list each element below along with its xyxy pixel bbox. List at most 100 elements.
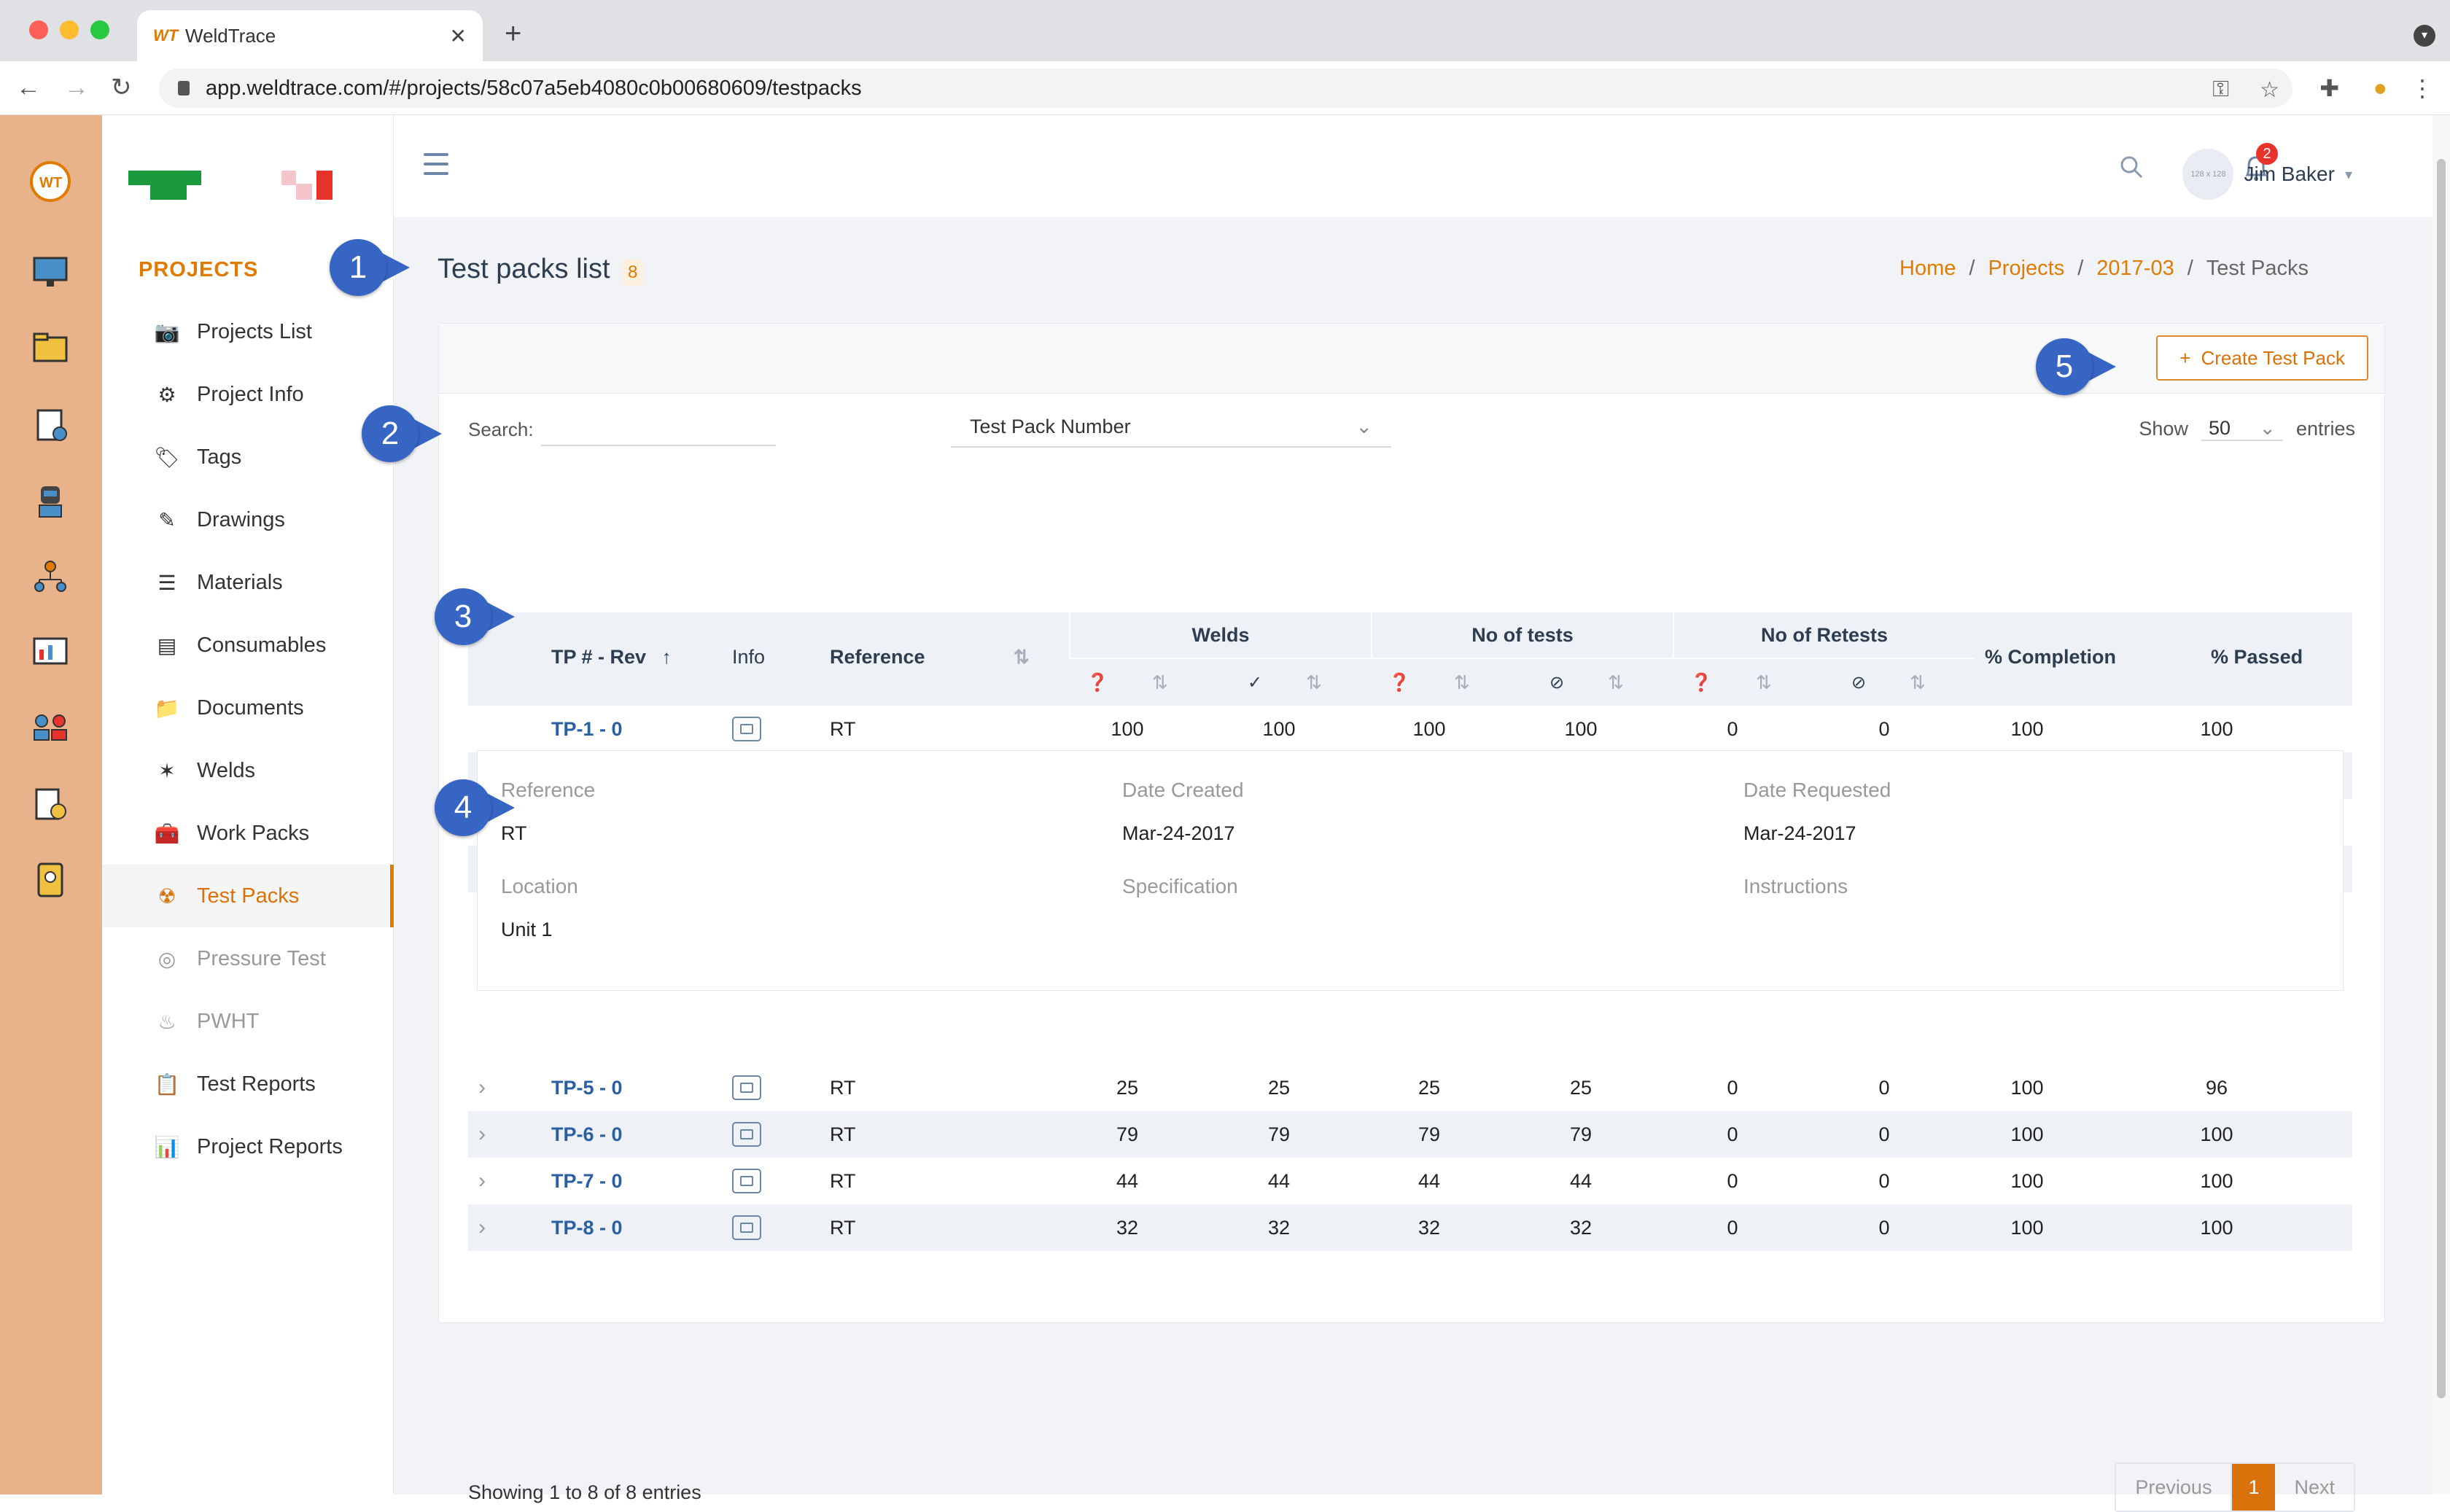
test-pack-link[interactable]: TP-6 - 0: [551, 1123, 623, 1145]
reference-cell: RT: [830, 1123, 856, 1145]
star-icon[interactable]: ☆: [2260, 78, 2279, 102]
table-row[interactable]: › TP-5 - 0 RT 25 25 25 25 0 0 100 96: [468, 1064, 2352, 1111]
breadcrumb-project[interactable]: 2017-03: [2096, 257, 2174, 280]
browser-toolbar: ← → ↻ app.weldtrace.com/#/projects/58c07…: [0, 61, 2450, 115]
sidebar-item-pwht[interactable]: ♨ PWHT: [102, 990, 394, 1053]
clipboard-settings-icon[interactable]: [28, 404, 73, 446]
welder-icon[interactable]: [28, 480, 73, 522]
chevron-right-icon[interactable]: ›: [478, 1075, 486, 1099]
chevron-right-icon[interactable]: ›: [478, 1215, 486, 1239]
forward-icon[interactable]: →: [64, 74, 89, 101]
next-page-button[interactable]: Next: [2294, 1476, 2335, 1498]
info-print-button[interactable]: [732, 1158, 761, 1204]
comp-cell: 100: [2010, 1123, 2044, 1145]
reload-icon[interactable]: ↻: [111, 74, 132, 101]
create-test-pack-button[interactable]: + Create Test Pack: [2156, 335, 2368, 381]
retests-check-circle-icon[interactable]: ⊘ ⇅: [1851, 671, 1926, 693]
search-icon[interactable]: [2119, 155, 2144, 179]
heater-icon: ♨: [158, 1010, 176, 1033]
table-row[interactable]: › TP-7 - 0 RT 44 44 44 44 0 0 100 100: [468, 1158, 2352, 1204]
info-print-button[interactable]: [732, 1204, 761, 1251]
sidebar-item-pressure-test[interactable]: ◎ Pressure Test: [102, 927, 394, 990]
welds-check-icon[interactable]: ✓ ⇅: [1248, 671, 1322, 693]
table-row[interactable]: › TP-8 - 0 RT 32 32 32 32 0 0 100 100: [468, 1204, 2352, 1251]
tests-check-circle-icon[interactable]: ⊘ ⇅: [1549, 671, 1624, 693]
maximize-window-button[interactable]: [90, 20, 109, 39]
tests-question-icon[interactable]: ❓ ⇅: [1388, 671, 1470, 693]
close-window-button[interactable]: [29, 20, 48, 39]
weldtrace-logo-icon[interactable]: WT: [28, 160, 73, 203]
back-icon[interactable]: ←: [16, 74, 41, 101]
dashboard-board-icon[interactable]: [28, 631, 73, 674]
extensions-icon[interactable]: ✚: [2319, 75, 2339, 101]
browser-menu-icon[interactable]: ⋮: [2411, 75, 2434, 101]
new-tab-icon[interactable]: +: [505, 17, 522, 50]
sidebar-item-projects-list[interactable]: 📷 Projects List: [102, 300, 394, 363]
chevron-right-icon[interactable]: ›: [478, 1122, 486, 1146]
spool-icon: ▤: [157, 634, 177, 657]
sidebar-item-test-packs[interactable]: ☢ Test Packs: [102, 865, 394, 927]
breadcrumb-projects[interactable]: Projects: [1988, 257, 2065, 280]
reference-cell: RT: [830, 1076, 856, 1099]
minimize-window-button[interactable]: [60, 20, 79, 39]
table-row[interactable]: › TP-6 - 0 RT 79 79 79 79 0 0 100 100: [468, 1111, 2352, 1158]
sidebar-item-welds[interactable]: ✶ Welds: [102, 739, 394, 802]
page-scrollbar[interactable]: [2432, 115, 2450, 1495]
tab-close-icon[interactable]: ✕: [449, 24, 467, 47]
sidebar-item-project-reports[interactable]: 📊 Project Reports: [102, 1115, 394, 1178]
clipboard-icon: 📋: [154, 1072, 180, 1096]
notifications-bell-icon[interactable]: 2: [2241, 143, 2278, 182]
sidebar-item-test-reports[interactable]: 📋 Test Reports: [102, 1053, 394, 1115]
monitor-icon[interactable]: [28, 251, 73, 293]
camera-folder-icon: 📷: [154, 320, 180, 343]
projects-folder-icon[interactable]: [28, 327, 73, 369]
org-chart-icon[interactable]: [28, 556, 73, 598]
col-header-tp[interactable]: TP # - Rev ↑: [551, 646, 672, 669]
col-header-completion: % Completion: [1985, 646, 2116, 668]
sidebar-item-documents[interactable]: 📁 Documents: [102, 677, 394, 739]
chevron-right-icon[interactable]: ›: [478, 1169, 486, 1193]
create-test-pack-label: Create Test Pack: [2201, 346, 2345, 369]
page-1-button[interactable]: 1: [2232, 1464, 2276, 1511]
scrollbar-thumb[interactable]: [2437, 159, 2446, 1398]
sidebar-item-label: Tags: [197, 445, 242, 469]
info-print-button[interactable]: [732, 1064, 761, 1111]
test-pack-link[interactable]: TP-5 - 0: [551, 1076, 623, 1099]
sidebar-item-project-info[interactable]: ⚙ Project Info: [102, 363, 394, 426]
profile-icon[interactable]: ●: [2373, 74, 2387, 101]
t2-cell: 100: [1564, 717, 1598, 740]
sidebar-item-work-packs[interactable]: 🧰 Work Packs: [102, 802, 394, 865]
welds-question-icon[interactable]: ❓ ⇅: [1086, 671, 1168, 693]
previous-page-button[interactable]: Previous: [2116, 1464, 2233, 1511]
test-pack-link[interactable]: TP-8 - 0: [551, 1216, 623, 1239]
sidebar-item-materials[interactable]: ☰ Materials: [102, 551, 394, 614]
tab-search-icon[interactable]: ▾: [2414, 25, 2435, 47]
hamburger-menu-icon[interactable]: [424, 153, 448, 175]
table-row[interactable]: TP-1 - 0 RT 100 100 100 100 0 0 100 100: [468, 706, 2352, 752]
sidebar-item-drawings[interactable]: ✎ Drawings: [102, 488, 394, 551]
schedule-clipboard-icon[interactable]: [28, 783, 73, 825]
browser-tab[interactable]: WT WeldTrace ✕: [137, 10, 483, 61]
t2-cell: 44: [1569, 1169, 1592, 1192]
address-bar[interactable]: app.weldtrace.com/#/projects/58c07a5eb40…: [159, 69, 2292, 108]
test-pack-link[interactable]: TP-7 - 0: [551, 1169, 623, 1192]
team-icon[interactable]: [28, 706, 73, 748]
search-input[interactable]: [541, 410, 776, 446]
breadcrumb-home[interactable]: Home: [1899, 257, 1956, 280]
info-print-button[interactable]: [732, 706, 761, 752]
r2-cell: 0: [1878, 717, 1890, 740]
id-badge-icon[interactable]: [28, 859, 73, 901]
search-field-select[interactable]: Test Pack Number ⌄: [951, 405, 1391, 448]
report-icon: 📊: [154, 1135, 180, 1158]
col-header-tp-label: TP # - Rev: [551, 646, 647, 668]
test-pack-link[interactable]: TP-1 - 0: [551, 717, 623, 740]
col-header-reference[interactable]: Reference ⇅: [830, 646, 1030, 669]
callout-2-number: 2: [362, 405, 419, 462]
key-icon[interactable]: ⚿: [2212, 77, 2230, 101]
sidebar-item-consumables[interactable]: ▤ Consumables: [102, 614, 394, 677]
page-size-select[interactable]: 50 ⌄: [2201, 417, 2283, 441]
user-menu[interactable]: 128 x 128 Jim Baker ▾: [2182, 149, 2352, 200]
info-print-button[interactable]: [732, 1111, 761, 1158]
sidebar-item-tags[interactable]: 🏷 Tags: [102, 426, 394, 488]
retests-question-icon[interactable]: ❓ ⇅: [1690, 671, 1772, 693]
